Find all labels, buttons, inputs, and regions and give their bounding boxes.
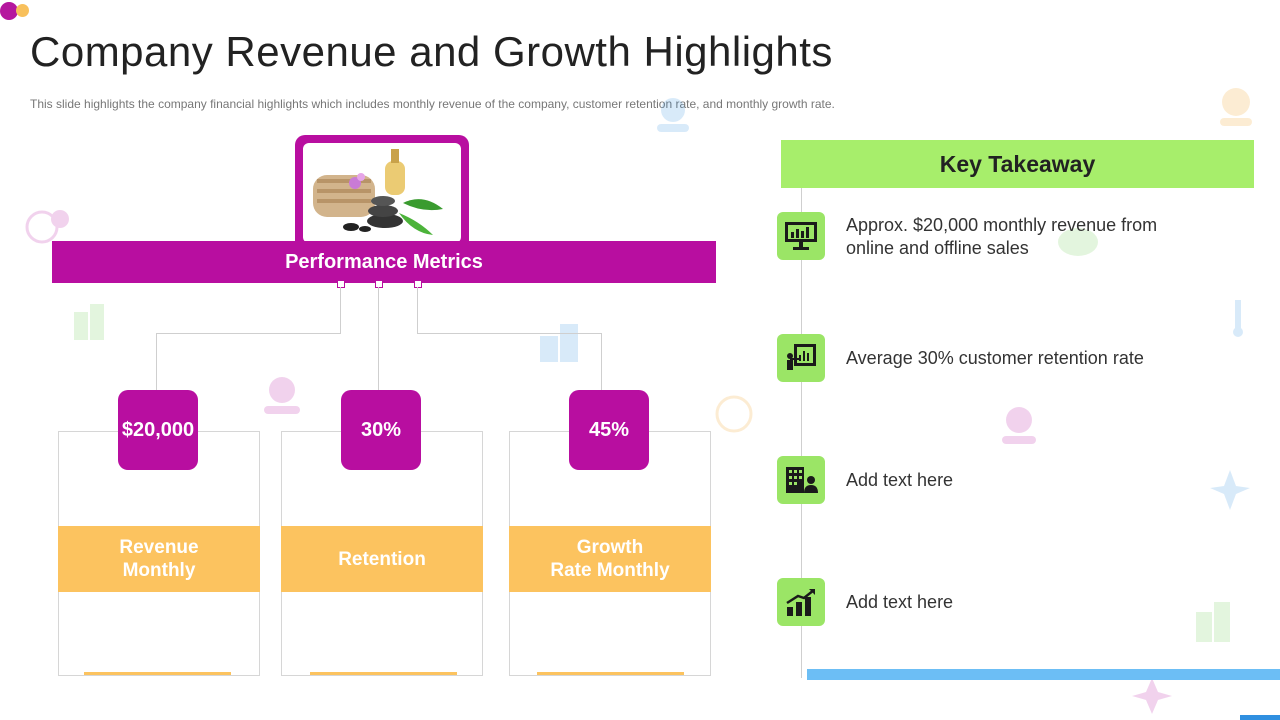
metric-label-retention: Retention [281, 526, 483, 592]
performance-metrics-label: Performance Metrics [285, 250, 483, 273]
connector-line [417, 333, 602, 334]
takeaway-icon-box [777, 334, 825, 382]
building-person-icon [786, 467, 818, 493]
metric-label-line2: Monthly [122, 560, 196, 581]
performance-metrics-bar: Performance Metrics [52, 241, 716, 283]
powder-pink-watermark-icon [1002, 407, 1036, 444]
metric-value: 45% [588, 418, 630, 441]
footer-accent-bar [807, 669, 1280, 680]
metric-label-growth: Growth Rate Monthly [509, 526, 711, 592]
takeaway-icon-box [777, 578, 825, 626]
monitor-chart-icon [785, 222, 817, 250]
metric-value-badge-growth: 45% [569, 390, 649, 470]
compact-mirror-watermark-icon [25, 210, 69, 244]
card-bottom-accent [537, 672, 684, 675]
cream-jar-watermark-icon [657, 98, 689, 132]
bottles-green-watermark-icon [1196, 602, 1230, 642]
takeaway-text: Add text here [846, 470, 954, 490]
footer-corner-accent [1240, 715, 1280, 720]
connector-line [378, 287, 379, 391]
takeaway-icon-box [777, 212, 825, 260]
metric-value: $20,000 [121, 418, 195, 441]
logo-dot-magenta [0, 2, 18, 20]
connector-line [156, 333, 157, 391]
compact-watermark-icon [715, 395, 753, 433]
metric-value-badge-revenue: $20,000 [118, 390, 198, 470]
takeaway-text: Approx. $20,000 monthly revenue from onl… [846, 215, 1158, 258]
page-subtitle: This slide highlights the company financ… [30, 97, 835, 111]
connector-handle [375, 280, 383, 288]
presentation-chart-icon [787, 344, 816, 370]
leaf-watermark-icon [1058, 228, 1098, 256]
connector-line [156, 333, 341, 334]
bottles-watermark-icon [74, 304, 104, 340]
connector-handle [337, 280, 345, 288]
page-title: Company Revenue and Growth Highlights [30, 28, 833, 75]
takeaway-timeline-line [801, 188, 802, 678]
key-takeaway-title: Key Takeaway [939, 150, 1096, 177]
card-bottom-accent [310, 672, 457, 675]
flower-blue-watermark-icon [1210, 470, 1250, 510]
metric-label-line2: Rate Monthly [550, 560, 670, 581]
takeaway-icon-box [777, 456, 825, 504]
metric-label-line1: Revenue [119, 537, 199, 558]
connector-line [601, 333, 602, 391]
connector-line [340, 287, 341, 334]
metric-label-revenue: Revenue Monthly [58, 526, 260, 592]
connector-handle [414, 280, 422, 288]
spa-image [303, 143, 461, 243]
metric-value-badge-retention: 30% [341, 390, 421, 470]
connector-line [417, 287, 418, 334]
powder-watermark-icon [264, 377, 300, 414]
cream-watermark-icon [1220, 88, 1252, 126]
brush-watermark-icon [1233, 300, 1243, 337]
takeaway-text: Average 30% customer retention rate [846, 348, 1144, 368]
takeaway-text: Add text here [846, 592, 954, 612]
metric-label-line1: Growth [576, 537, 644, 558]
growth-bars-icon [786, 589, 815, 616]
card-bottom-accent [84, 672, 231, 675]
jars-watermark-icon [540, 324, 578, 362]
metric-label-line1: Retention [338, 548, 426, 570]
logo-dot-orange [16, 4, 29, 17]
flower-pink-watermark-icon [1132, 678, 1172, 714]
key-takeaway-heading: Key Takeaway [781, 140, 1254, 188]
metric-value: 30% [360, 418, 402, 441]
